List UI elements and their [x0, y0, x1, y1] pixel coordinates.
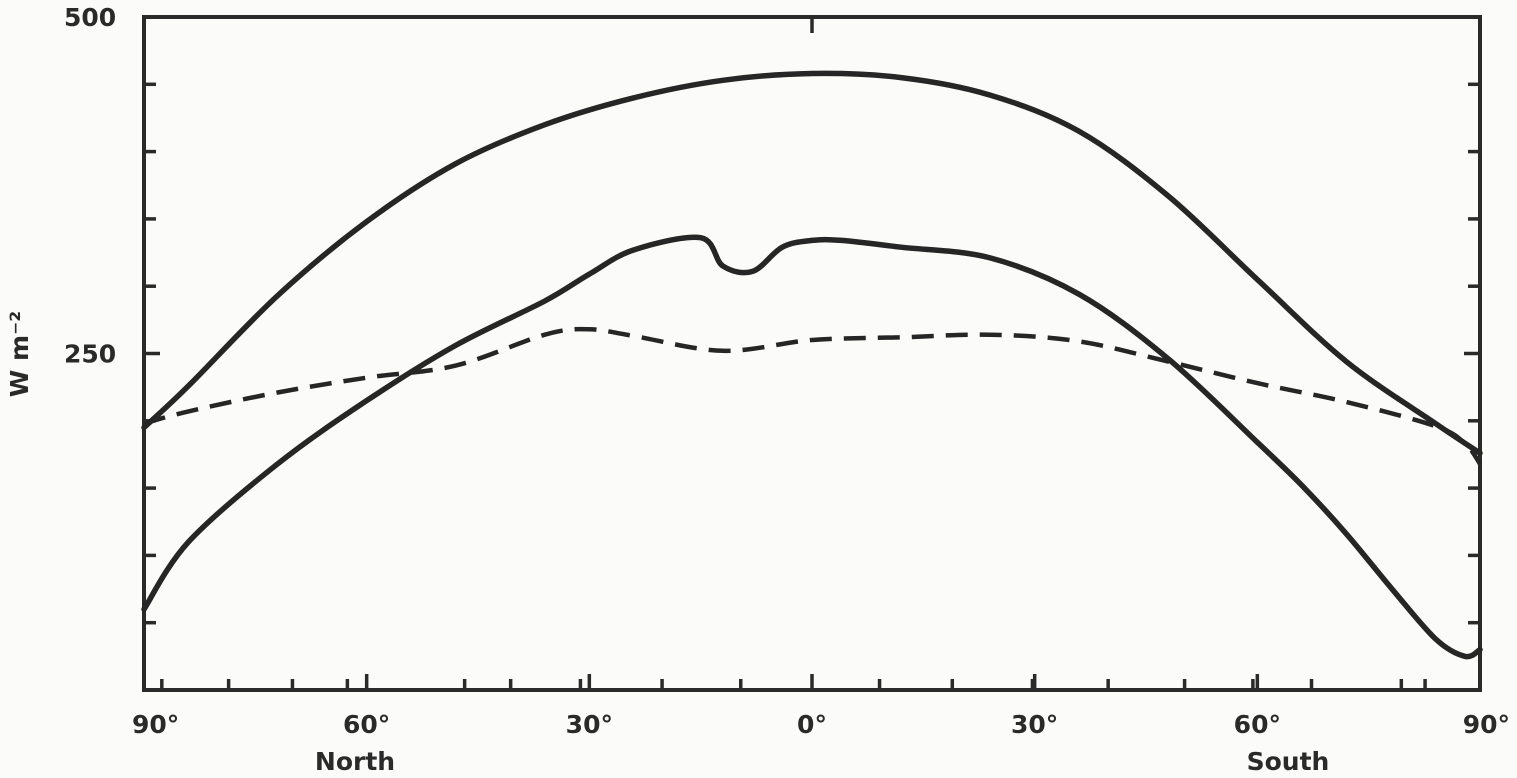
- major-ticks: [142, 15, 1482, 690]
- x-tick-label: 30°: [1011, 710, 1058, 739]
- y-tick-label: 250: [64, 340, 116, 369]
- north-label: North: [315, 747, 395, 776]
- minor-ticks: [144, 82, 1480, 690]
- tick-labels: 90° 60° 30° 0° 30° 60° 90° 500 250: [64, 3, 1510, 739]
- x-tick-label: 60°: [1234, 710, 1281, 739]
- series-layer: [141, 70, 1483, 660]
- x-tick-label: 30°: [566, 710, 613, 739]
- x-tick-label: 90°: [132, 710, 179, 739]
- x-tick-label: 90°: [1463, 710, 1510, 739]
- plot-frame: [142, 15, 1482, 692]
- x-tick-label: 0°: [797, 710, 827, 739]
- series-line-3-dashed: [143, 326, 1482, 466]
- y-tick-label: 500: [64, 3, 116, 32]
- series-line-1-solid: [141, 70, 1483, 456]
- y-axis-label: W m⁻²: [5, 311, 34, 397]
- x-tick-label: 60°: [343, 710, 390, 739]
- south-label: South: [1247, 747, 1330, 776]
